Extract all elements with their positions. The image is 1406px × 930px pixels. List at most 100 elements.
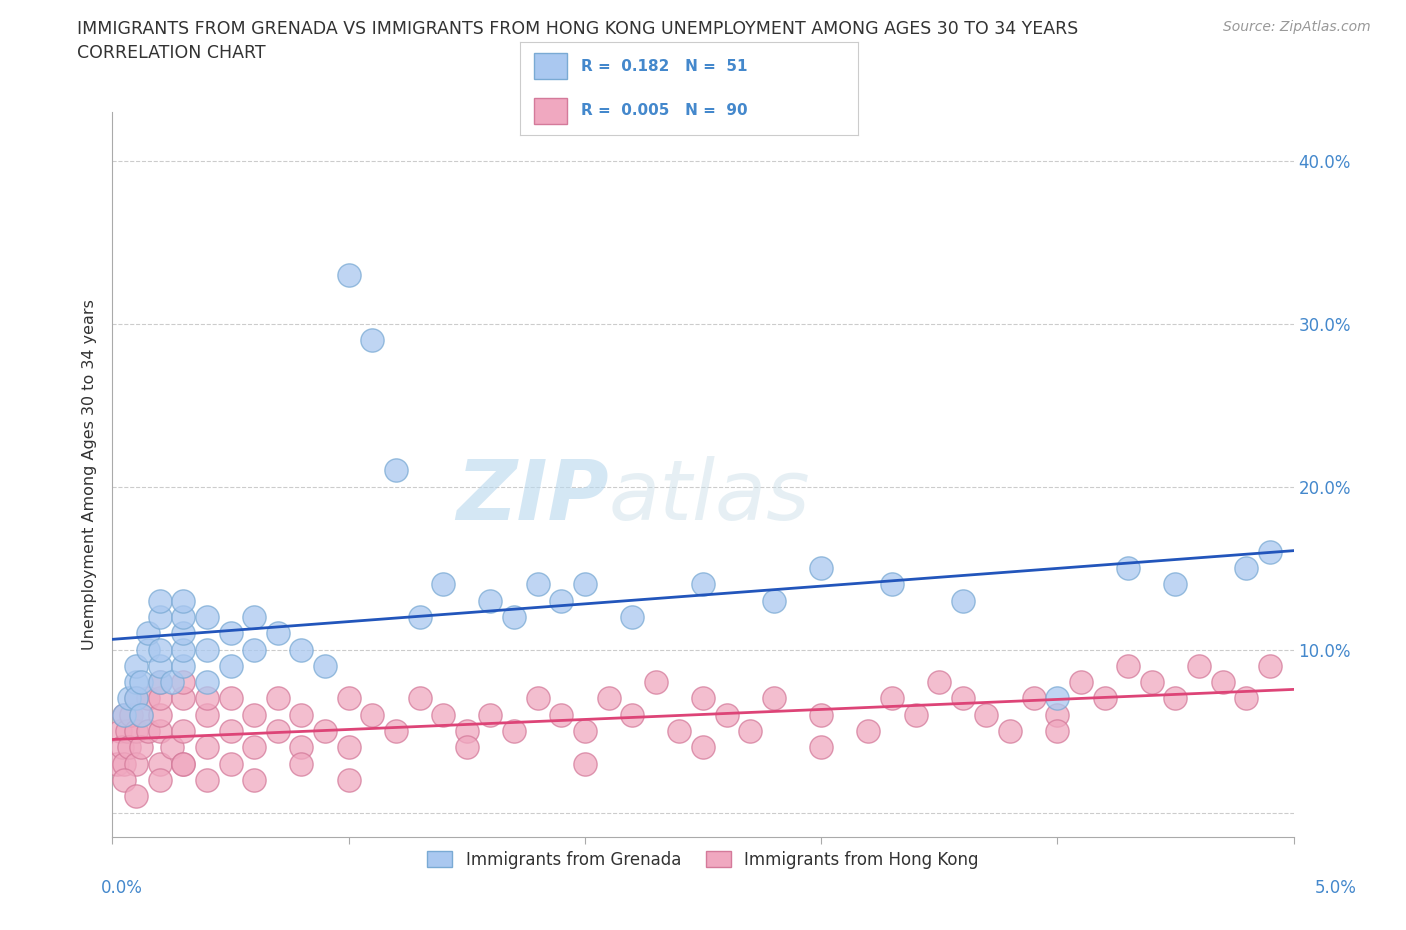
Point bbox=[112, 708, 135, 723]
Point bbox=[858, 724, 880, 738]
Point bbox=[361, 332, 384, 347]
Point bbox=[1258, 658, 1281, 673]
Point bbox=[456, 724, 478, 738]
Point bbox=[136, 691, 159, 706]
Point bbox=[479, 708, 502, 723]
Point bbox=[149, 674, 172, 689]
Point bbox=[337, 773, 360, 788]
Point bbox=[125, 724, 148, 738]
Point bbox=[644, 674, 666, 689]
Point bbox=[172, 593, 194, 608]
Point bbox=[574, 756, 596, 771]
Point bbox=[149, 773, 172, 788]
Point bbox=[574, 724, 596, 738]
Point bbox=[149, 642, 172, 657]
Point bbox=[243, 740, 266, 755]
Point bbox=[432, 577, 454, 591]
Point bbox=[1116, 561, 1139, 576]
Point bbox=[385, 463, 408, 478]
Point bbox=[149, 593, 172, 608]
Point bbox=[195, 674, 218, 689]
Point bbox=[149, 691, 172, 706]
Point bbox=[526, 691, 548, 706]
Point bbox=[136, 626, 159, 641]
Point bbox=[243, 708, 266, 723]
Y-axis label: Unemployment Among Ages 30 to 34 years: Unemployment Among Ages 30 to 34 years bbox=[82, 299, 97, 650]
Point bbox=[219, 691, 242, 706]
Point bbox=[195, 609, 218, 624]
Point bbox=[290, 756, 312, 771]
Point bbox=[1164, 577, 1187, 591]
Point bbox=[1258, 544, 1281, 559]
Point bbox=[129, 708, 152, 723]
Point bbox=[1212, 674, 1234, 689]
Point bbox=[432, 708, 454, 723]
Point bbox=[219, 756, 242, 771]
Point bbox=[112, 756, 135, 771]
Point bbox=[456, 740, 478, 755]
Point bbox=[526, 577, 548, 591]
Point bbox=[125, 658, 148, 673]
Point bbox=[1140, 674, 1163, 689]
Point bbox=[668, 724, 690, 738]
Point bbox=[1164, 691, 1187, 706]
Point bbox=[195, 691, 218, 706]
Text: 5.0%: 5.0% bbox=[1315, 879, 1357, 897]
Point bbox=[172, 691, 194, 706]
Point bbox=[195, 708, 218, 723]
Point bbox=[740, 724, 762, 738]
Point bbox=[337, 691, 360, 706]
Point bbox=[762, 593, 785, 608]
Point bbox=[149, 658, 172, 673]
Point bbox=[172, 756, 194, 771]
Text: Source: ZipAtlas.com: Source: ZipAtlas.com bbox=[1223, 20, 1371, 34]
Point bbox=[1046, 724, 1069, 738]
Point bbox=[125, 756, 148, 771]
Text: R =  0.005   N =  90: R = 0.005 N = 90 bbox=[581, 103, 748, 118]
Point bbox=[998, 724, 1021, 738]
Text: ZIP: ZIP bbox=[456, 456, 609, 537]
Point bbox=[1046, 708, 1069, 723]
Point bbox=[149, 674, 172, 689]
Point bbox=[880, 577, 903, 591]
Point bbox=[904, 708, 927, 723]
Point bbox=[692, 691, 714, 706]
Point bbox=[408, 691, 430, 706]
Point bbox=[149, 756, 172, 771]
Point bbox=[172, 642, 194, 657]
Point bbox=[112, 773, 135, 788]
Point bbox=[172, 756, 194, 771]
Point bbox=[1234, 691, 1257, 706]
Point bbox=[290, 642, 312, 657]
Point bbox=[118, 691, 141, 706]
Point bbox=[195, 740, 218, 755]
Point bbox=[550, 593, 572, 608]
Point bbox=[129, 674, 152, 689]
Point bbox=[598, 691, 620, 706]
Point bbox=[243, 642, 266, 657]
Point bbox=[1188, 658, 1211, 673]
Point bbox=[550, 708, 572, 723]
Point bbox=[337, 740, 360, 755]
Point bbox=[160, 740, 183, 755]
Point bbox=[1022, 691, 1045, 706]
Point bbox=[385, 724, 408, 738]
Point bbox=[692, 577, 714, 591]
Point bbox=[267, 691, 290, 706]
Point bbox=[105, 756, 128, 771]
Point bbox=[219, 658, 242, 673]
Bar bbox=[534, 53, 568, 79]
Point bbox=[115, 724, 138, 738]
Point bbox=[408, 609, 430, 624]
Point bbox=[621, 609, 644, 624]
Point bbox=[136, 724, 159, 738]
Point bbox=[810, 561, 832, 576]
Point bbox=[243, 773, 266, 788]
Point bbox=[810, 740, 832, 755]
Point bbox=[172, 674, 194, 689]
Point bbox=[120, 708, 142, 723]
Text: 0.0%: 0.0% bbox=[101, 879, 143, 897]
Point bbox=[125, 789, 148, 804]
Text: R =  0.182   N =  51: R = 0.182 N = 51 bbox=[581, 59, 748, 73]
Point bbox=[928, 674, 950, 689]
